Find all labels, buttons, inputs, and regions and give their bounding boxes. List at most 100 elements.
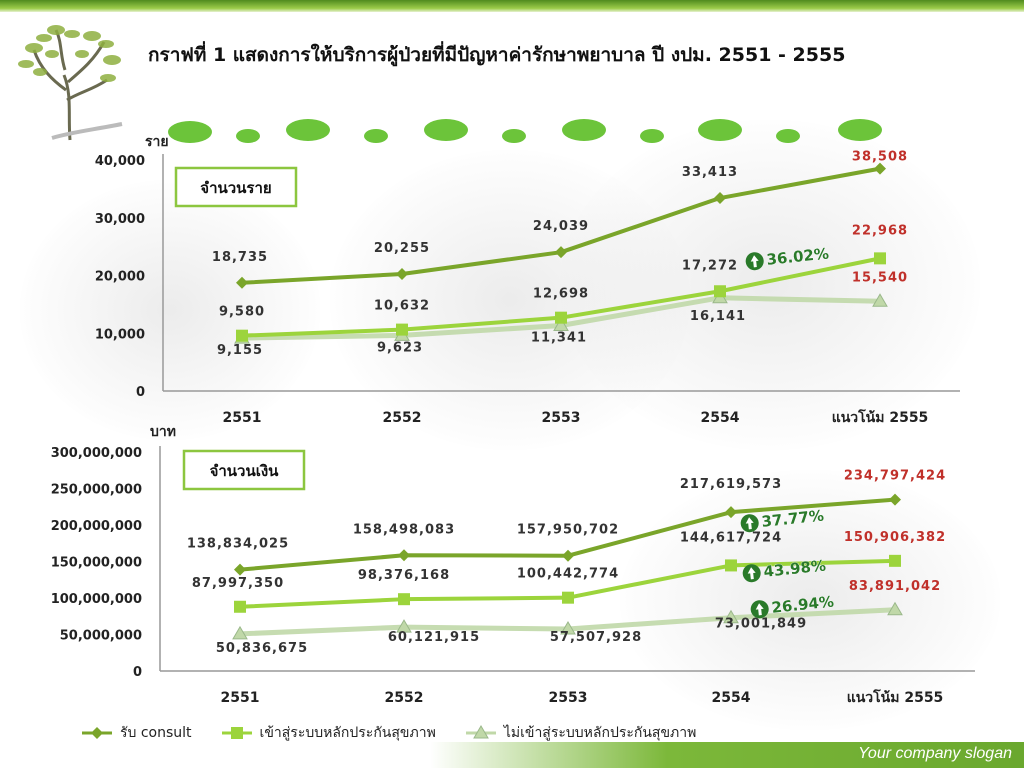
- arrow-up-icon: [755, 603, 764, 616]
- tree-logo-icon: [18, 25, 123, 141]
- data-label: 22,968: [852, 223, 908, 238]
- legend-item: เข้าสู่ระบบหลักประกันสุขภาพ: [220, 722, 436, 744]
- data-label: 83,891,042: [849, 579, 941, 594]
- y-tick-label: 40,000: [95, 154, 145, 169]
- x-tick-label: 2554: [701, 410, 740, 426]
- data-label: 73,001,849: [715, 617, 807, 632]
- data-label: 38,508: [852, 150, 908, 165]
- y-tick-label: 250,000,000: [51, 483, 142, 498]
- data-point: [396, 268, 408, 281]
- y-axis-label: บาท: [150, 424, 176, 440]
- data-point: [236, 329, 248, 342]
- arrow-up-icon: [747, 567, 756, 580]
- legend-marker-icon: [82, 727, 112, 739]
- data-label: 138,834,025: [187, 537, 289, 552]
- y-tick-label: 100,000,000: [51, 592, 142, 607]
- data-point: [553, 317, 569, 332]
- data-label: 9,155: [217, 343, 263, 358]
- data-label: 10,632: [374, 299, 430, 314]
- percent-text: 43.98%: [763, 556, 827, 580]
- data-point: [234, 563, 246, 576]
- data-label: 217,619,573: [680, 477, 782, 492]
- data-point: [874, 252, 886, 265]
- data-point: [232, 625, 248, 640]
- arrow-up-icon: [750, 255, 759, 268]
- data-point: [872, 293, 888, 307]
- y-tick-label: 0: [133, 665, 142, 680]
- y-tick-label: 150,000,000: [51, 556, 142, 571]
- data-label: 33,413: [682, 165, 738, 180]
- legend-label: เข้าสู่ระบบหลักประกันสุขภาพ: [259, 725, 436, 741]
- page-title: กราฟที่ 1 แสดงการให้บริการผู้ป่วยที่มีปั…: [148, 44, 846, 66]
- data-point: [236, 276, 248, 289]
- data-point: [234, 600, 246, 613]
- data-label: 9,580: [219, 305, 265, 320]
- legend-marker: [91, 727, 103, 739]
- data-label: 144,617,724: [680, 530, 782, 545]
- data-point: [889, 493, 901, 506]
- data-point: [562, 591, 574, 604]
- chart-cases: ราย 0 10,000 20,000 30,000 40,000 2551 2552 2553…: [95, 134, 960, 426]
- chart-box: [174, 166, 298, 208]
- y-axis-label: ราย: [145, 134, 169, 150]
- data-point: [555, 246, 567, 259]
- x-tick-label: 2552: [385, 690, 424, 706]
- percent-annotation: 43.98%: [742, 556, 827, 583]
- data-point: [396, 619, 412, 633]
- data-point: [555, 311, 567, 324]
- data-point: [398, 549, 410, 562]
- legend-marker: [230, 727, 243, 739]
- data-label: 150,906,382: [844, 530, 946, 545]
- data-label: 87,997,350: [192, 576, 284, 591]
- legend-label: รับ consult: [120, 725, 192, 741]
- legend: รับ consult เข้าสู่ระบบหลักประกันสุขภาพ ไม…: [80, 722, 696, 744]
- data-label: 15,540: [852, 270, 908, 285]
- y-tick-label: 10,000: [95, 327, 145, 342]
- y-tick-label: 50,000,000: [60, 629, 142, 644]
- legend-item: ไม่เข้าสู่ระบบหลักประกันสุขภาพ: [464, 722, 696, 744]
- legend-marker-icon: [465, 725, 496, 739]
- legend-marker: [472, 725, 489, 739]
- data-label: 158,498,083: [353, 522, 455, 537]
- data-point: [562, 549, 574, 562]
- y-tick-label: 30,000: [95, 212, 145, 227]
- data-label: 20,255: [374, 241, 430, 256]
- background-leaf-decoration: [330, 150, 690, 450]
- chart-box-label: จำนวนราย: [200, 179, 271, 197]
- footer-bar: [430, 742, 1024, 768]
- data-label: 11,341: [531, 331, 587, 346]
- x-tick-label: 2554: [712, 690, 751, 706]
- y-tick-label: 300,000,000: [51, 446, 142, 461]
- data-point: [874, 162, 886, 175]
- x-tick-label: แนวโน้ม 2555: [832, 408, 929, 426]
- x-tick-label: 2551: [221, 690, 260, 706]
- x-tick-label: 2551: [223, 410, 262, 426]
- data-label: 12,698: [533, 287, 589, 302]
- x-tick-label: 2552: [383, 410, 422, 426]
- y-tick-label: 20,000: [95, 270, 145, 285]
- data-label: 57,507,928: [550, 630, 642, 645]
- top-bar: [0, 0, 1024, 12]
- x-tick-label: แนวโน้ม 2555: [847, 688, 944, 706]
- data-point: [889, 554, 901, 567]
- data-label: 60,121,915: [388, 630, 480, 645]
- background-leaf-decoration: [20, 180, 320, 440]
- background-leaf-decoration: [560, 120, 980, 450]
- data-point: [887, 601, 903, 616]
- background-leaf-decoration: [620, 470, 1000, 730]
- y-tick-label: 0: [136, 385, 145, 400]
- data-label: 24,039: [533, 219, 589, 234]
- data-point: [396, 323, 408, 336]
- data-point: [725, 506, 737, 519]
- arrow-up-icon: [745, 517, 754, 530]
- data-label: 157,950,702: [517, 523, 619, 538]
- slogan: Your company slogan: [858, 745, 1012, 762]
- data-label: 234,797,424: [844, 469, 946, 484]
- chart-box: [182, 449, 306, 491]
- data-label: 18,735: [212, 250, 268, 265]
- data-point: [398, 593, 410, 606]
- data-point: [714, 192, 726, 205]
- chart-box-label: จำนวนเงิน: [210, 462, 280, 480]
- legend-item: รับ consult: [80, 722, 192, 744]
- data-point: [723, 609, 739, 624]
